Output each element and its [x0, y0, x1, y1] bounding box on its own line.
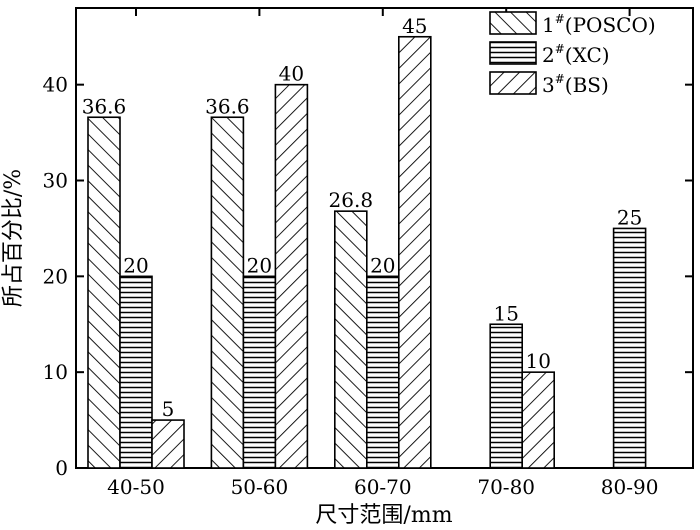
bar-series2: [489, 323, 524, 469]
data-label: 45: [402, 14, 427, 38]
legend-entry-label: 1#(POSCO): [542, 12, 656, 37]
y-tick-label: 0: [55, 456, 68, 480]
y-tick-label: 20: [43, 264, 68, 288]
data-label: 5: [162, 397, 175, 421]
bar-series3: [521, 371, 556, 469]
data-label-group: 36.6 20 5 36.6 20 40 26.8 20 45 15 10 25: [82, 14, 643, 421]
legend-superscript: #: [555, 12, 565, 26]
y-tick-label: 30: [43, 169, 68, 193]
legend-series-name: (BS): [565, 73, 609, 97]
legend-series-name: (POSCO): [565, 13, 656, 37]
legend-superscript: #: [555, 42, 565, 56]
bar-series2: [365, 275, 400, 469]
x-tick-label: 70-80: [477, 475, 535, 499]
legend-number: 2: [542, 43, 555, 67]
data-label: 36.6: [82, 94, 127, 118]
legend: 1#(POSCO)2#(XC)3#(BS): [489, 11, 656, 97]
bar-series2: [612, 227, 647, 469]
legend-superscript: #: [555, 72, 565, 86]
data-label: 10: [525, 349, 550, 373]
data-label: 36.6: [205, 94, 250, 118]
y-axis: 0 10 20 30 40: [43, 73, 693, 480]
bar-series3: [397, 35, 432, 469]
x-tick-label: 50-60: [231, 475, 289, 499]
bar-series1: [333, 210, 368, 469]
data-label: 20: [123, 253, 148, 277]
bar-series1: [210, 116, 245, 469]
bar-series2: [119, 275, 153, 469]
data-label: 20: [370, 253, 395, 277]
legend-entry-label: 3#(BS): [542, 72, 609, 97]
bar-series1: [87, 116, 121, 469]
bar-series-group: [87, 35, 647, 469]
legend-swatch: [489, 41, 537, 65]
x-axis-title: 尺寸范围/mm: [315, 503, 452, 528]
data-label: 26.8: [329, 188, 374, 212]
legend-swatch: [489, 11, 537, 35]
y-tick-label: 10: [43, 360, 68, 384]
x-tick-label: 40-50: [107, 475, 165, 499]
x-tick-label: 80-90: [601, 475, 659, 499]
bar-series2: [242, 275, 277, 469]
y-tick-label: 40: [43, 73, 68, 97]
x-tick-label: 60-70: [354, 475, 412, 499]
x-axis: 40-50 50-60 60-70 70-80 80-90: [107, 8, 658, 499]
data-label: 20: [247, 253, 272, 277]
y-axis-title: 所占百分比/%: [1, 169, 26, 307]
legend-entry-label: 2#(XC): [542, 42, 610, 67]
legend-number: 1: [542, 13, 555, 37]
bar-series3: [151, 419, 185, 469]
data-label: 40: [279, 62, 304, 86]
data-label: 15: [493, 301, 518, 325]
legend-series-name: (XC): [565, 43, 610, 67]
data-label: 25: [617, 205, 642, 229]
legend-number: 3: [542, 73, 555, 97]
legend-swatch: [489, 71, 537, 95]
bar-series3: [274, 83, 309, 469]
